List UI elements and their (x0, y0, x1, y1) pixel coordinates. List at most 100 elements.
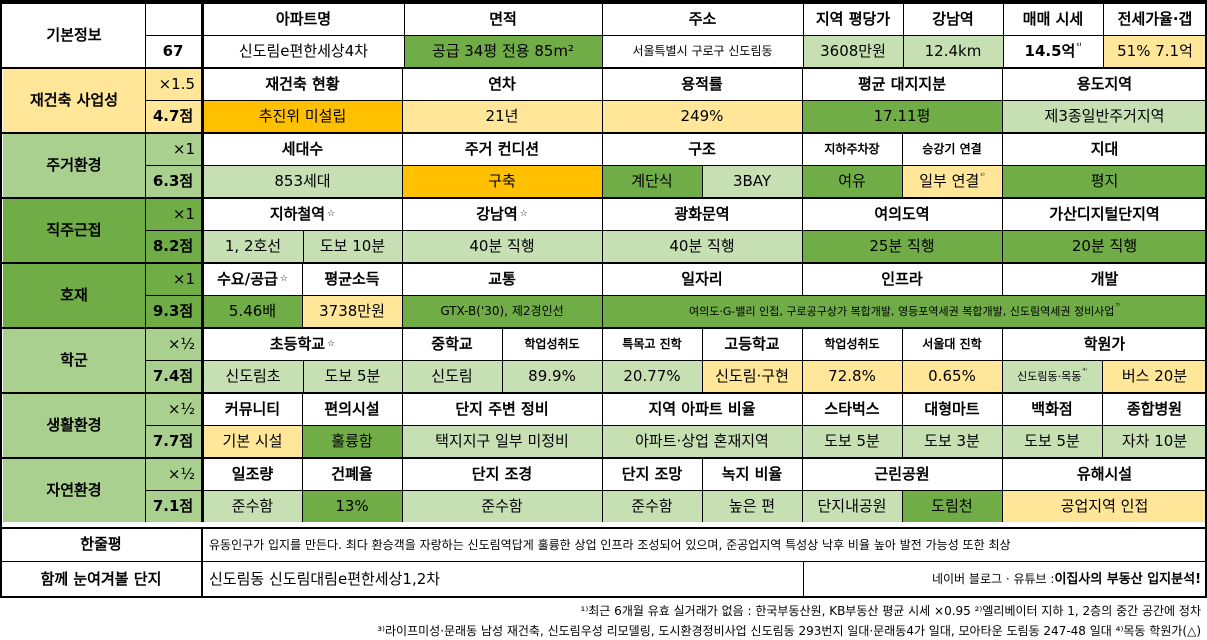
grid-line (201, 133, 203, 197)
value-cell-text: 20.77% (623, 366, 681, 385)
star-icon: ☆ (327, 208, 336, 219)
grid-line (0, 132, 1207, 134)
column-header: 강남역 (903, 3, 1003, 35)
summary-label: 한줄평 (3, 528, 199, 561)
column-header: 전세가율·갭 (1103, 3, 1207, 35)
column-header: 초등학교 ☆ (203, 328, 402, 360)
grid-line (0, 561, 1207, 562)
grid-line (0, 2, 1207, 4)
grid-line (602, 133, 603, 165)
grid-line (402, 133, 403, 165)
grid-line (802, 198, 803, 230)
footnote-marker: ¹⁾ (1076, 41, 1082, 50)
value-cell-text: 13% (335, 496, 369, 515)
value-cell: 40분 직행 (602, 230, 802, 262)
grid-line (1002, 425, 1003, 457)
weight-multiplier-text: ×½ (167, 399, 195, 418)
grid-line (0, 197, 1207, 199)
grid-line (404, 35, 405, 67)
value-cell-text: 버스 20분 (1121, 366, 1188, 385)
value-cell-text: 40분 직행 (469, 236, 535, 255)
column-header-text: 용적률 (681, 74, 723, 93)
column-header: 커뮤니티 (203, 393, 302, 425)
column-header: 지하철역 ☆ (203, 198, 402, 230)
column-header: 광화문역 (602, 198, 802, 230)
value-cell: 5.46배 (203, 295, 302, 327)
column-header-text: 지하철역 (269, 204, 326, 223)
value-cell-text: 853세대 (274, 171, 331, 190)
column-header: 지역 아파트 비율 (602, 393, 802, 425)
value-cell: 단지내공원 (802, 490, 902, 522)
column-header-text: 아파트명 (275, 9, 332, 28)
weight-multiplier: ×1 (145, 133, 201, 165)
column-header: 고등학교 (702, 328, 802, 360)
related-complex-text: 신도림동 신도림대림e편한세상1,2차 (209, 569, 441, 588)
category-label: 재건축 사업성 (3, 68, 145, 132)
column-header-text: 대형마트 (924, 399, 980, 418)
grid-line (702, 490, 703, 522)
value-cell: 준수함 (203, 490, 302, 522)
category-score-text: 7.4점 (152, 366, 194, 385)
grid-line (702, 328, 703, 360)
column-header-text: 가산디지털단지역 (1049, 204, 1160, 223)
grid-line (203, 425, 204, 457)
grid-line (1103, 35, 1104, 67)
grid-line (1002, 68, 1003, 100)
value-cell-text: 신도림e편한세상4차 (238, 41, 369, 60)
grid-line (902, 133, 903, 165)
grid-line (602, 35, 603, 67)
value-cell-text: 40분 직행 (669, 236, 735, 255)
value-cell: 신도림동·목동 ⁴⁾ (1002, 360, 1102, 392)
grid-line (602, 490, 603, 522)
value-cell: 평지 (1002, 165, 1207, 197)
value-cell-text: 89.9% (528, 366, 576, 385)
category-label: 기본정보 (3, 3, 145, 67)
value-cell: 버스 20분 (1102, 360, 1207, 392)
grid-line (802, 425, 803, 457)
credit-text: 네이버 블로그 · 유튜브 : (931, 572, 1055, 586)
column-header: 일자리 (602, 263, 802, 295)
column-header-text: 단지 조경 (471, 464, 533, 483)
value-cell: 높은 편 (702, 490, 802, 522)
value-cell-text: 51% 7.1억 (1117, 41, 1193, 60)
column-header: 대형마트 (902, 393, 1002, 425)
value-cell: 12.4km (903, 35, 1003, 67)
value-cell: 서울특별시 구로구 신도림동 (602, 35, 803, 67)
column-header: 서울대 진학 (902, 328, 1002, 360)
category-label: 생활환경 (3, 393, 145, 457)
value-cell-text: 서울특별시 구로구 신도림동 (632, 44, 773, 58)
grid-line (502, 360, 503, 392)
value-cell: 기본 시설 (203, 425, 302, 457)
value-cell-text: 도림천 (931, 496, 973, 515)
value-cell-text: 추진위 미설립 (258, 106, 347, 125)
category-label: 직주근접 (3, 198, 145, 262)
grid-line (802, 490, 803, 522)
grid-line (602, 68, 603, 100)
grid-line (201, 68, 203, 132)
value-cell: 여유 (802, 165, 902, 197)
value-cell-text: 아파트·상업 혼재지역 (635, 431, 769, 450)
category-score-text: 9.3점 (152, 301, 194, 320)
value-cell: 공급 34평 전용 85m² (404, 35, 602, 67)
grid-line (404, 3, 405, 35)
value-cell: 20.77% (602, 360, 702, 392)
footnote-marker: ²⁾ (980, 171, 985, 180)
column-header-text: 강남역 (932, 9, 974, 28)
value-cell: 여의도·G-밸리 인접, 구로공구상가 복합개발, 영등포역세권 복합개발, 신… (602, 295, 1207, 327)
grid-line (145, 295, 203, 296)
category-score-text: 67 (162, 41, 184, 60)
category-score: 67 (145, 35, 201, 67)
grid-line (145, 68, 146, 132)
category-label: 자연환경 (3, 458, 145, 522)
category-score-text: 6.3점 (152, 171, 194, 190)
column-header-text: 주거 컨디션 (464, 139, 540, 158)
grid-line (402, 425, 403, 457)
grid-line (1002, 198, 1003, 230)
grid-line (0, 327, 1207, 329)
weight-multiplier-text: ×½ (167, 334, 195, 353)
grid-line (201, 458, 203, 522)
column-header-text: 학업성취도 (824, 337, 880, 351)
grid-line (203, 360, 204, 392)
grid-line (1002, 100, 1003, 132)
value-cell-text: 3738만원 (319, 301, 385, 320)
